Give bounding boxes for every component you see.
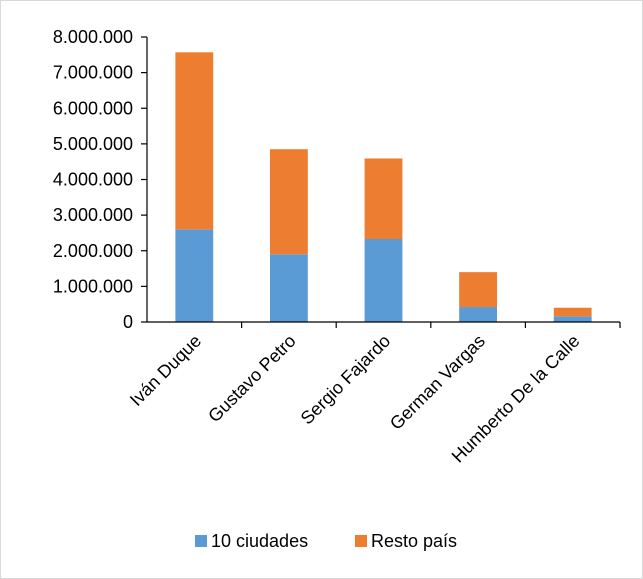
bar-segment-ciudades [175, 229, 214, 322]
bar-segment-resto [269, 149, 308, 255]
legend-label-resto: Resto país [371, 531, 457, 551]
bar-segment-resto [459, 272, 498, 308]
bar-segment-ciudades [553, 316, 592, 322]
y-tick-label: 7.000.000 [53, 63, 133, 83]
x-category-label: Gustavo Petro [204, 331, 300, 427]
y-tick-label: 2.000.000 [53, 241, 133, 261]
y-tick-label: 1.000.000 [53, 276, 133, 296]
bar-segment-ciudades [459, 307, 498, 322]
bar-segment-ciudades [269, 254, 308, 322]
bars [175, 52, 592, 322]
legend: 10 ciudades Resto país [195, 531, 457, 551]
y-axis: 0 1.000.000 2.000.000 3.000.000 4.000.000 5.0… [53, 27, 148, 332]
x-category-label: Iván Duque [126, 331, 205, 410]
y-tick-label: 0 [123, 312, 133, 332]
y-tick-label: 3.000.000 [53, 205, 133, 225]
legend-swatch-resto [355, 535, 367, 547]
legend-label-ciudades: 10 ciudades [211, 531, 308, 551]
bar-segment-ciudades [364, 238, 403, 322]
y-tick-label: 8.000.000 [53, 27, 133, 47]
bar-segment-resto [553, 307, 592, 317]
bar-segment-resto [364, 158, 403, 239]
y-tick-label: 6.000.000 [53, 98, 133, 118]
x-category-label: Sergio Fajardo [297, 331, 395, 429]
bar-segment-resto [175, 52, 214, 230]
legend-swatch-ciudades [195, 535, 207, 547]
y-tick-label: 4.000.000 [53, 170, 133, 190]
x-category-label: German Vargas [386, 331, 489, 434]
y-tick-label: 5.000.000 [53, 134, 133, 154]
